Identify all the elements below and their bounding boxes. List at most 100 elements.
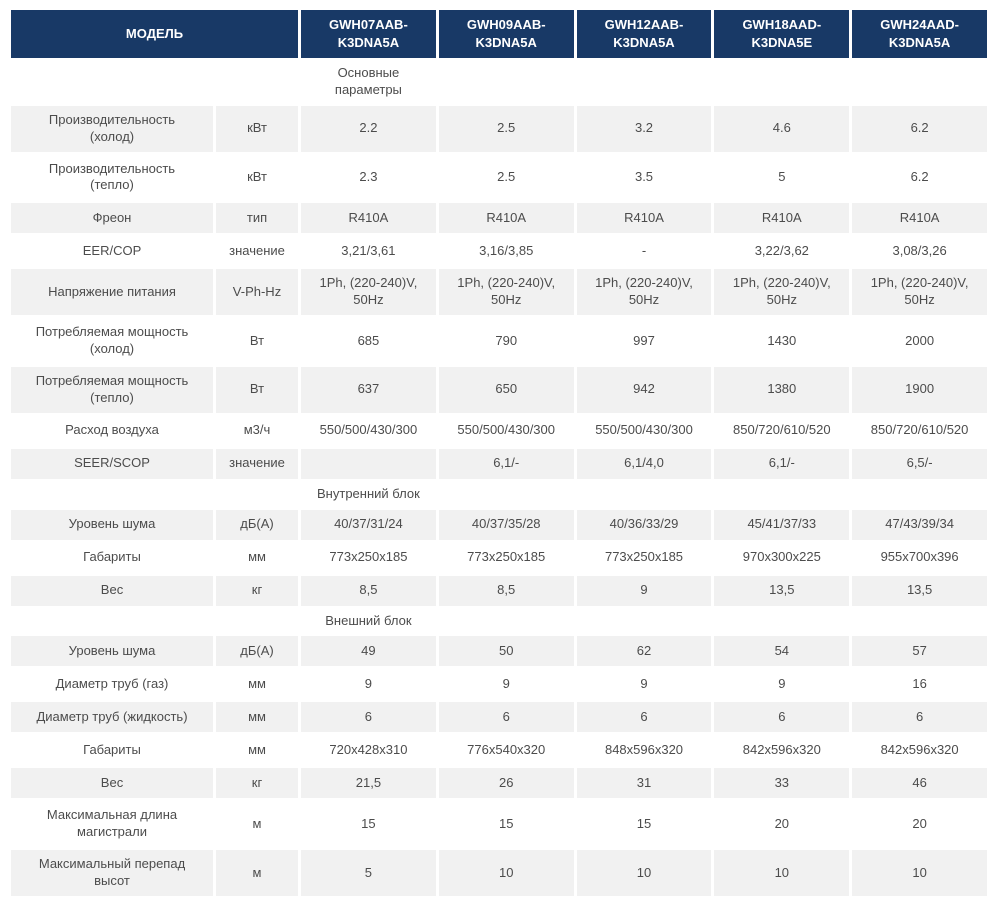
- param-value: 776x540x320: [438, 735, 574, 766]
- table-row: Диаметр труб (газ) мм 9 9 9 9 16: [11, 669, 987, 700]
- model-name-header: GWH18AAD- K3DNA5E: [714, 10, 850, 58]
- section-header-row: Внешний блок: [11, 608, 987, 634]
- param-value: 773x250x185: [301, 542, 436, 573]
- table-row: Уровень шума дБ(А) 40/37/31/24 40/37/35/28 4…: [11, 509, 987, 540]
- model-header-cell: МОДЕЛЬ: [11, 10, 299, 58]
- param-value: 6: [438, 702, 574, 733]
- param-label: Максимальная длина магистрали: [11, 801, 213, 848]
- param-value: 10: [714, 850, 850, 897]
- table-row: Фреон тип R410A R410A R410A R410A R410A: [11, 203, 987, 234]
- param-value: 970x300x225: [714, 542, 850, 573]
- param-value: 3,22/3,62: [714, 236, 850, 267]
- model-name-header: GWH24AAD- K3DNA5A: [852, 10, 987, 58]
- param-value: 21,5: [301, 768, 436, 799]
- table-row: Потребляемая мощность (холод) Вт 685 790 997…: [11, 318, 987, 364]
- param-value: 10: [438, 850, 574, 897]
- param-value: 2000: [852, 318, 987, 364]
- param-value: 47/43/39/34: [852, 509, 987, 540]
- param-label: Расход воздуха: [11, 415, 213, 446]
- table-row: Вес кг 21,5 26 31 33 46: [11, 768, 987, 799]
- param-label: Габариты: [11, 735, 213, 766]
- param-label: Фреон: [11, 203, 213, 234]
- param-value: 40/37/35/28: [438, 509, 574, 540]
- param-label: Максимальный перепад высот: [11, 850, 213, 897]
- param-value: 40/37/31/24: [301, 509, 436, 540]
- table-row: SEER/SCOP значение 6,1/- 6,1/4,0 6,1/- 6,5/-: [11, 448, 987, 479]
- param-label: Потребляемая мощность (холод): [11, 318, 213, 364]
- param-value: 9: [576, 575, 712, 606]
- model-name-header: GWH12AAB- K3DNA5A: [576, 10, 712, 58]
- param-unit: кВт: [216, 105, 299, 152]
- param-label: Производительность (тепло): [11, 154, 213, 201]
- param-value: 45/41/37/33: [714, 509, 850, 540]
- param-value: 6,1/-: [714, 448, 850, 479]
- param-value: 1Ph, (220-240)V, 50Hz: [714, 269, 850, 316]
- param-value: 9: [576, 669, 712, 700]
- param-value: 13,5: [852, 575, 987, 606]
- param-value: 6,1/4,0: [576, 448, 712, 479]
- table-row: Уровень шума дБ(А) 49 50 62 54 57: [11, 636, 987, 667]
- param-value: 2.5: [438, 154, 574, 201]
- table-row: Габариты мм 720x428x310 776x540x320 848x596x…: [11, 735, 987, 766]
- param-value: R410A: [438, 203, 574, 234]
- param-label: Уровень шума: [11, 509, 213, 540]
- param-value: 9: [714, 669, 850, 700]
- table-header: МОДЕЛЬ GWH07AAB- K3DNA5A GWH09AAB- K3DNA…: [11, 10, 987, 58]
- param-value: R410A: [852, 203, 987, 234]
- section-header-row: Основные параметры: [11, 61, 987, 103]
- param-value: 50: [438, 636, 574, 667]
- param-label: EER/COP: [11, 236, 213, 267]
- section-spacer: [11, 481, 299, 507]
- param-value: 8,5: [301, 575, 436, 606]
- param-unit: Вт: [216, 366, 299, 413]
- param-value: 15: [438, 801, 574, 848]
- param-label: Производительность (холод): [11, 105, 213, 152]
- table-row: Производительность (холод) кВт 2.2 2.5 3.2 4.…: [11, 105, 987, 152]
- param-value: 6.2: [852, 105, 987, 152]
- param-value: 6: [852, 702, 987, 733]
- param-value: 9: [301, 669, 436, 700]
- section-spacer: [438, 608, 987, 634]
- param-unit: V-Ph-Hz: [216, 269, 299, 316]
- param-value: 637: [301, 366, 436, 413]
- param-value: 3.2: [576, 105, 712, 152]
- param-unit: м: [216, 850, 299, 897]
- param-value: 5: [301, 850, 436, 897]
- param-label: Габариты: [11, 542, 213, 573]
- param-unit: мм: [216, 669, 299, 700]
- param-value: 13,5: [714, 575, 850, 606]
- param-value: 6.2: [852, 154, 987, 201]
- table-row: Напряжение питания V-Ph-Hz 1Ph, (220-240)V…: [11, 269, 987, 316]
- param-value: [301, 448, 436, 479]
- param-unit: кВт: [216, 154, 299, 201]
- param-value: 20: [852, 801, 987, 848]
- param-value: 16: [852, 669, 987, 700]
- param-value: 685: [301, 318, 436, 364]
- param-value: 26: [438, 768, 574, 799]
- param-label: Диаметр труб (газ): [11, 669, 213, 700]
- param-unit: значение: [216, 236, 299, 267]
- param-label: Потребляемая мощность (тепло): [11, 366, 213, 413]
- param-value: 6,5/-: [852, 448, 987, 479]
- param-unit: значение: [216, 448, 299, 479]
- param-value: 2.2: [301, 105, 436, 152]
- param-value: 31: [576, 768, 712, 799]
- table-body: Основные параметры Производительность (хо…: [11, 61, 987, 897]
- param-unit: тип: [216, 203, 299, 234]
- model-name-header: GWH09AAB- K3DNA5A: [438, 10, 574, 58]
- param-value: 848x596x320: [576, 735, 712, 766]
- param-value: 773x250x185: [438, 542, 574, 573]
- table-row: EER/COP значение 3,21/3,61 3,16/3,85-3,22/3…: [11, 236, 987, 267]
- param-value: R410A: [576, 203, 712, 234]
- param-value: -: [576, 236, 712, 267]
- param-value: 650: [438, 366, 574, 413]
- param-value: 773x250x185: [576, 542, 712, 573]
- param-unit: мм: [216, 542, 299, 573]
- param-value: 57: [852, 636, 987, 667]
- table-row: Максимальная длина магистрали м 15 15 15 20 20: [11, 801, 987, 848]
- param-value: 2.3: [301, 154, 436, 201]
- param-unit: кг: [216, 575, 299, 606]
- param-value: 54: [714, 636, 850, 667]
- section-title: Внутренний блок: [301, 481, 436, 507]
- param-value: 8,5: [438, 575, 574, 606]
